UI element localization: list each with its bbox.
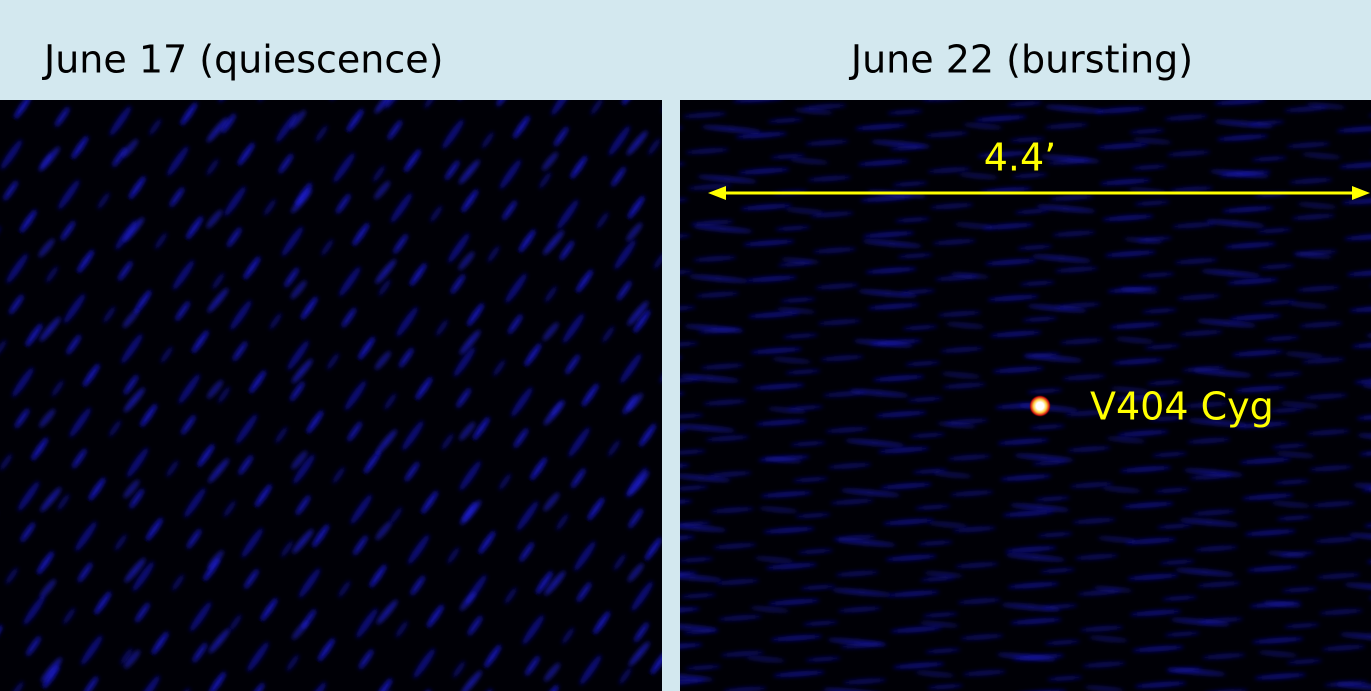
panel-title: June 17 (quiescence) xyxy=(42,38,443,82)
slide: June 17 (quiescence) June 22 (bursting) … xyxy=(0,0,1371,691)
source-dot xyxy=(1029,395,1051,417)
image-quiescence xyxy=(0,100,662,691)
page: June 17 (quiescence) June 22 (bursting) … xyxy=(0,0,1371,691)
panel-title: June 22 (bursting) xyxy=(849,38,1193,82)
source-label: V404 Cyg xyxy=(1090,385,1274,429)
image-bursting: 4.4’ V404 Cyg xyxy=(680,100,1371,691)
scale-label: 4.4’ xyxy=(984,136,1057,180)
